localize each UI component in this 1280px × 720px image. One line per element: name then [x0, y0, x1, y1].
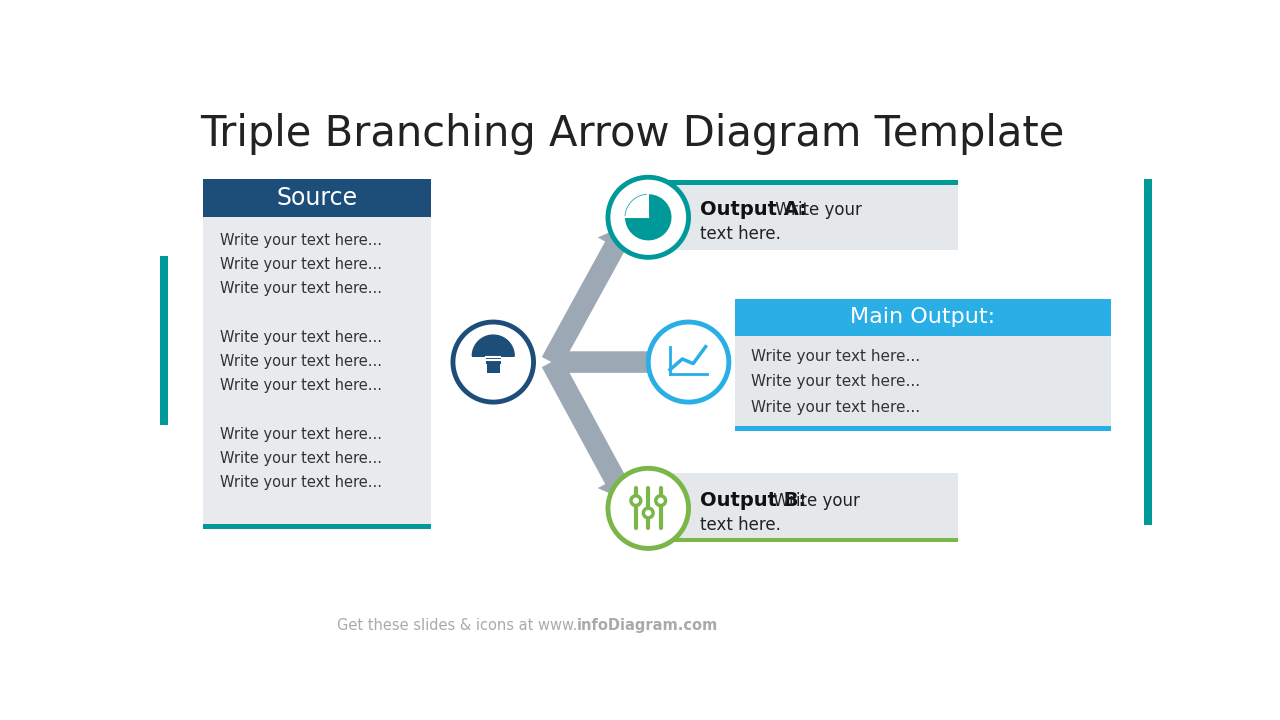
Text: Main Output:: Main Output:	[850, 307, 996, 328]
Wedge shape	[625, 194, 672, 240]
Text: Write your text here...: Write your text here...	[220, 282, 381, 296]
Circle shape	[453, 322, 534, 402]
FancyBboxPatch shape	[486, 361, 500, 366]
FancyBboxPatch shape	[632, 538, 959, 542]
FancyBboxPatch shape	[735, 299, 1111, 336]
Text: Source: Source	[276, 186, 357, 210]
FancyBboxPatch shape	[160, 256, 168, 426]
FancyBboxPatch shape	[735, 299, 1111, 431]
Polygon shape	[552, 343, 681, 382]
Circle shape	[608, 177, 689, 257]
Polygon shape	[541, 357, 632, 500]
FancyBboxPatch shape	[485, 354, 500, 364]
Polygon shape	[541, 225, 632, 367]
Text: Write your text here...: Write your text here...	[750, 374, 919, 390]
FancyBboxPatch shape	[486, 367, 499, 373]
Text: Write your text here...: Write your text here...	[220, 233, 381, 248]
Text: infoDiagram.com: infoDiagram.com	[577, 618, 718, 633]
Text: Write your text here...: Write your text here...	[750, 400, 919, 415]
Text: Get these slides & icons at www.: Get these slides & icons at www.	[337, 618, 577, 633]
Text: Write your text here...: Write your text here...	[220, 475, 381, 490]
Text: Write your text here...: Write your text here...	[220, 378, 381, 393]
FancyBboxPatch shape	[202, 179, 431, 217]
Text: Write your text here...: Write your text here...	[220, 427, 381, 442]
Text: Triple Branching Arrow Diagram Template: Triple Branching Arrow Diagram Template	[200, 113, 1065, 156]
Circle shape	[644, 508, 653, 518]
Text: Write your text here...: Write your text here...	[220, 257, 381, 272]
Circle shape	[608, 468, 689, 549]
Wedge shape	[625, 194, 648, 217]
Text: Output A:: Output A:	[700, 200, 808, 219]
FancyBboxPatch shape	[632, 473, 959, 542]
Text: Output B:: Output B:	[700, 491, 806, 510]
FancyBboxPatch shape	[1144, 179, 1152, 526]
Text: Write your text here...: Write your text here...	[220, 330, 381, 345]
Text: Write your text here...: Write your text here...	[220, 451, 381, 466]
Circle shape	[631, 496, 641, 505]
Text: Write your text here...: Write your text here...	[220, 354, 381, 369]
FancyBboxPatch shape	[735, 426, 1111, 431]
Polygon shape	[472, 335, 515, 356]
Text: text here.: text here.	[700, 516, 781, 534]
Circle shape	[648, 322, 728, 402]
FancyBboxPatch shape	[202, 524, 431, 529]
Text: Write your text here...: Write your text here...	[750, 349, 919, 364]
Text: Write your: Write your	[771, 201, 861, 219]
FancyBboxPatch shape	[632, 180, 959, 250]
FancyBboxPatch shape	[632, 180, 959, 184]
FancyBboxPatch shape	[202, 179, 431, 529]
Text: Write your: Write your	[768, 492, 860, 510]
Text: text here.: text here.	[700, 225, 781, 243]
Circle shape	[655, 496, 666, 505]
